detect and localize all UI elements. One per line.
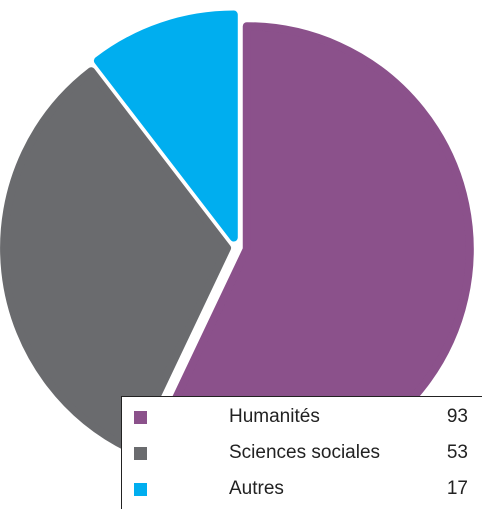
legend-value: 93 xyxy=(446,406,468,427)
legend-item-autres: Autres 17 xyxy=(122,471,482,507)
pie-slices xyxy=(0,10,474,477)
legend: Humanités 93 Sciences sociales 53 Autres… xyxy=(121,396,482,509)
legend-label: Sciences sociales xyxy=(229,442,381,463)
legend-item-sciences-sociales: Sciences sociales 53 xyxy=(122,435,482,471)
legend-swatch xyxy=(134,483,147,496)
legend-value: 17 xyxy=(446,478,468,499)
pie-slice-2 xyxy=(93,10,238,242)
legend-swatch xyxy=(134,447,147,460)
legend-label: Humanités xyxy=(229,406,320,427)
pie-slice-1 xyxy=(0,67,232,454)
legend-swatch xyxy=(134,411,147,424)
legend-item-humanites: Humanités 93 xyxy=(122,399,482,435)
legend-label: Autres xyxy=(229,478,284,499)
legend-value: 53 xyxy=(446,442,468,463)
